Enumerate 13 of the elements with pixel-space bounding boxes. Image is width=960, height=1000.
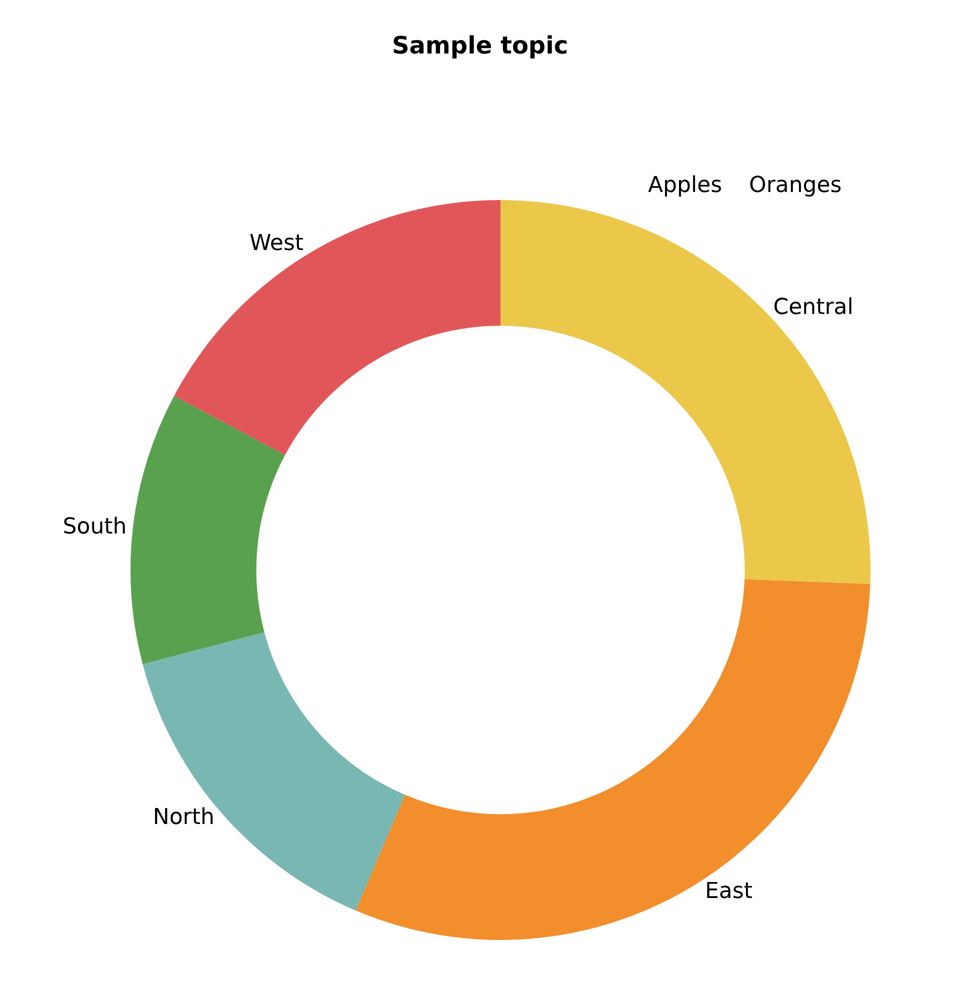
donut-slice (142, 632, 405, 910)
donut-slice (130, 396, 286, 664)
text: Oranges (749, 173, 842, 198)
donut-slice (500, 200, 870, 584)
donut-slice (174, 200, 500, 456)
slice-label: West (249, 231, 304, 256)
chart-title: Sample topic (392, 31, 568, 60)
slice-label: North (152, 804, 214, 830)
slice-label: Central (773, 294, 854, 320)
text: Apples (648, 173, 722, 198)
slice-label: East (705, 878, 753, 904)
slice-label: South (62, 514, 127, 540)
donut-slice (356, 579, 870, 940)
